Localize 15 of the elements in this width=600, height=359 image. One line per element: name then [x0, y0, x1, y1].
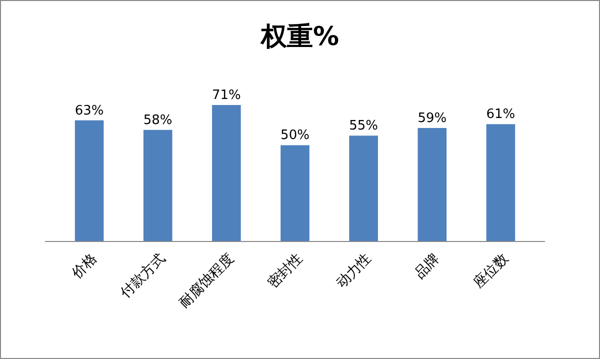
data-label: 58% — [143, 112, 172, 128]
x-tick-label: 品牌 — [412, 250, 443, 282]
data-label: 55% — [349, 118, 378, 134]
data-label: 59% — [418, 110, 447, 126]
x-tick-label: 价格 — [68, 250, 100, 282]
data-label: 50% — [280, 128, 310, 144]
data-label: 63% — [74, 103, 104, 118]
x-tick-label: 座位数 — [470, 250, 512, 292]
data-label: 71% — [212, 88, 241, 103]
x-tick-label: 耐腐蚀程度 — [176, 250, 238, 312]
chart-title: 权重% — [260, 22, 340, 52]
x-tick-label: 动力性 — [333, 250, 374, 292]
x-tick-label: 付款方式 — [117, 250, 169, 302]
x-tick-label: 密封性 — [264, 250, 306, 292]
data-label: 61% — [486, 107, 516, 122]
